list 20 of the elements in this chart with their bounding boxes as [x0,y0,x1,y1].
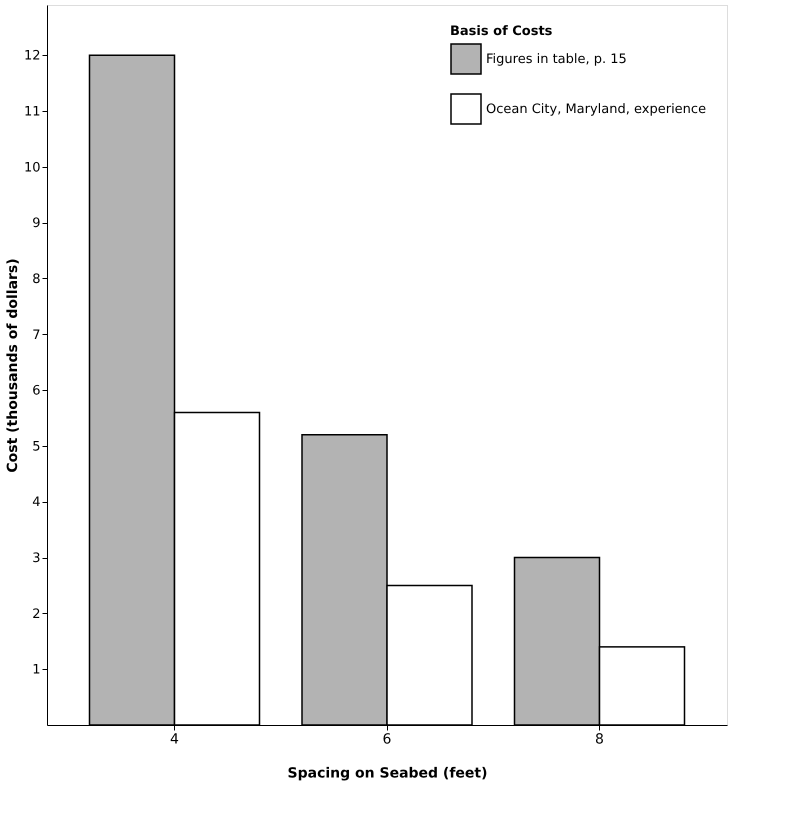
legend-label: Ocean City, Maryland, experience [486,102,706,117]
y-tick-label: 7 [32,328,40,343]
x-tick-label: 8 [595,732,604,748]
y-tick-label: 11 [24,104,40,120]
y-tick-label: 12 [24,48,40,64]
legend-title: Basis of Costs [450,24,553,39]
y-tick-label: 8 [32,272,40,287]
y-axis-title: Cost (thousands of dollars) [4,258,21,473]
y-tick-label: 2 [32,606,40,622]
y-tick-label: 5 [32,439,40,454]
x-tick-label: 4 [170,732,180,748]
y-tick-label: 4 [32,495,40,510]
x-axis-title: Spacing on Seabed (feet) [288,766,488,782]
y-tick-label: 6 [32,384,40,399]
y-tick-label: 9 [32,216,40,232]
y-tick-label: 10 [24,160,40,176]
legend-label: Figures in table, p. 15 [486,52,627,67]
y-tick-label: 3 [32,551,40,566]
y-tick-label: 1 [32,662,40,678]
x-tick-label: 6 [382,732,392,748]
